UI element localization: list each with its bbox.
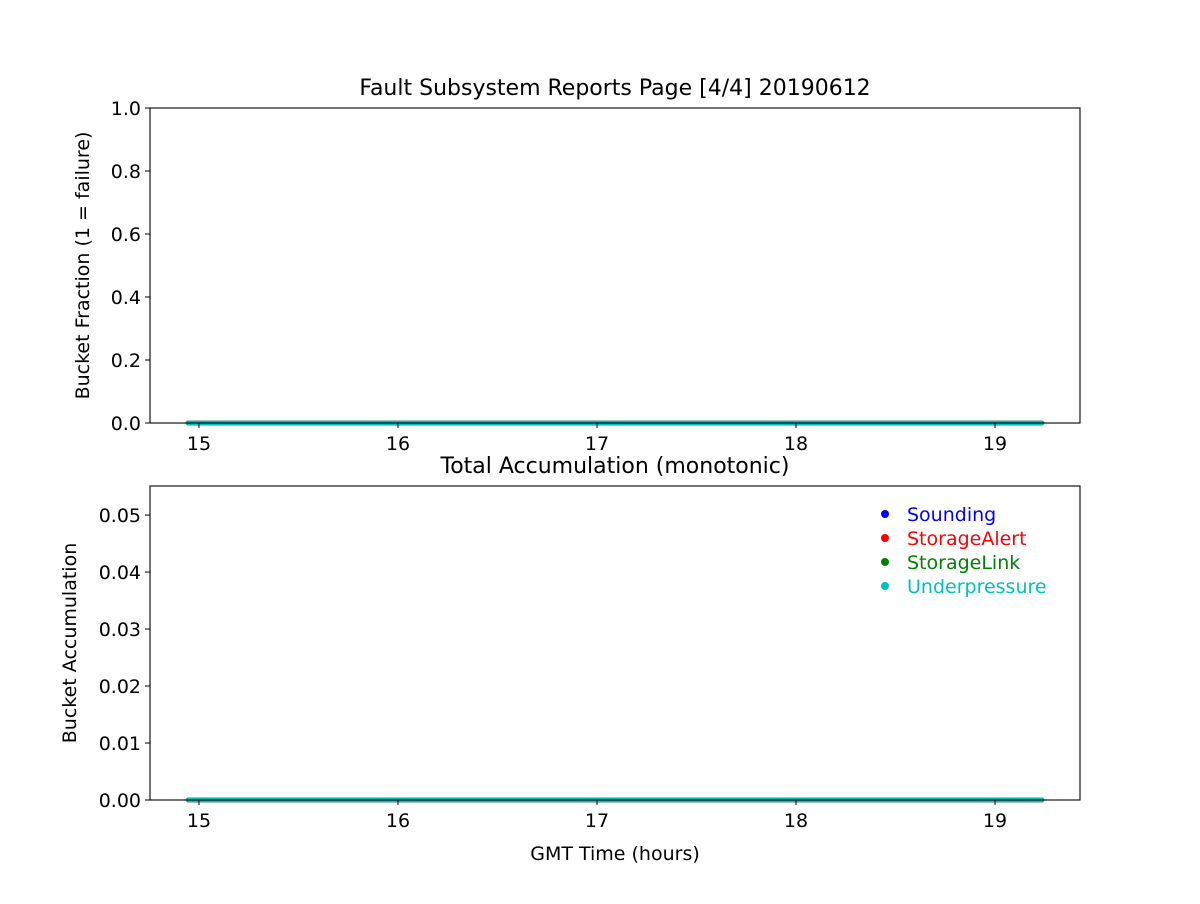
legend-marker (881, 510, 889, 518)
x-tick-label: 19 (983, 810, 1007, 832)
x-tick-label: 17 (585, 433, 609, 455)
x-tick-label: 15 (187, 433, 211, 455)
y-tick-label: 1.0 (111, 98, 141, 120)
legend-label: StorageAlert (907, 528, 1027, 550)
axes-title: Total Accumulation (monotonic) (440, 454, 790, 479)
x-tick-label: 18 (784, 433, 808, 455)
axes-frame (149, 107, 1081, 424)
axes-1: 15 16 17 18 19 0.0 0.2 0.4 0.6 0.8 1.0 Fault Subsys… (72, 76, 1081, 455)
y-tick-label: 0.01 (99, 733, 141, 755)
x-tick-label: 16 (386, 810, 410, 832)
legend-label: Underpressure (907, 576, 1047, 598)
x-tick-label: 17 (585, 810, 609, 832)
legend-marker (881, 558, 889, 566)
x-tick-label: 18 (784, 810, 808, 832)
y-tick-label: 0.00 (99, 790, 141, 812)
y-tick-label: 0.0 (111, 413, 141, 435)
y-tick-label: 0.6 (111, 224, 141, 246)
y-tick-label: 0.4 (111, 287, 141, 309)
legend-marker (881, 534, 889, 542)
legend-marker (881, 582, 889, 590)
y-tick-label: 0.04 (99, 562, 141, 584)
y-tick-label: 0.8 (111, 161, 141, 183)
axes-title: Fault Subsystem Reports Page [4/4] 20190… (359, 76, 870, 101)
legend: SoundingStorageAlertStorageLinkUnderpres… (881, 504, 1047, 598)
y-tick-label: 0.02 (99, 676, 141, 698)
axes-frame (149, 485, 1081, 801)
y-tick-label: 0.2 (111, 350, 141, 372)
x-tick-label: 15 (187, 810, 211, 832)
legend-label: StorageLink (907, 552, 1020, 574)
y-axis-label: Bucket Accumulation (59, 543, 81, 744)
y-tick-label: 0.05 (99, 505, 141, 527)
x-tick-label: 16 (386, 433, 410, 455)
x-tick-label: 19 (983, 433, 1007, 455)
legend-label: Sounding (907, 504, 996, 526)
y-tick-label: 0.03 (99, 619, 141, 641)
x-axis-label: GMT Time (hours) (530, 843, 700, 865)
axes-2: 15 16 17 18 19 0.00 0.01 0.02 0.03 0.04 0.05 Total … (59, 454, 1081, 865)
y-axis-label: Bucket Fraction (1 = failure) (72, 132, 94, 400)
